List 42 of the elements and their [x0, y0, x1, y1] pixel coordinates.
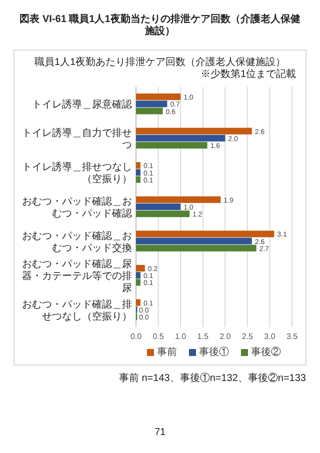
bar [136, 264, 145, 272]
bar [136, 203, 181, 210]
bar [136, 169, 140, 176]
bar [136, 176, 140, 183]
bar [136, 162, 140, 169]
y-tick-label: おむつ・パッド確認＿おむつ・パッド確認 [22, 196, 132, 220]
y-tick-label: おむつ・パッド確認＿尿器・カテーテル等での排尿 [22, 258, 132, 294]
bar [136, 142, 208, 149]
bar [136, 210, 190, 218]
bar [136, 238, 252, 244]
bar [136, 100, 168, 108]
bar [136, 196, 221, 203]
bar [136, 279, 140, 286]
bar [136, 108, 163, 114]
y-tick-label: トイレ誘導＿尿意確認 [32, 98, 132, 111]
chart-subtitle: 職員1人1夜勤あたり排泄ケア回数（介護老人保健施設） [34, 56, 286, 68]
legend-label: 事後② [251, 346, 281, 358]
text: 71 [154, 427, 166, 438]
x-tick-label: 0.5 [152, 332, 164, 341]
legend-label: 事後① [199, 346, 229, 358]
bar [136, 94, 181, 100]
y-tick-label: おむつ・パッド確認＿おむつ・パッド交換 [22, 230, 132, 254]
y-tick-label: トイレ誘導＿自力で排せつ [22, 126, 132, 151]
x-tick-label: 1.5 [197, 332, 209, 341]
bar [136, 128, 252, 134]
legend-label: 事前 [157, 346, 177, 358]
x-tick-label: 0.0 [130, 332, 142, 341]
text: 事前 n=143、事後①n=132、事後②n=133 [118, 372, 306, 384]
bar [136, 244, 256, 252]
chart-title: 図表 VI-61 職員1人1夜勤当たりの排泄ケア回数（介護老人保健施設） [20, 13, 300, 37]
x-tick-label: 3.5 [286, 332, 298, 341]
x-tick-label: 2.5 [242, 332, 254, 341]
bar [136, 230, 274, 238]
x-tick-label: 3.0 [264, 332, 276, 341]
x-tick-label: 1.0 [175, 332, 187, 341]
bar [136, 134, 226, 142]
bar [136, 272, 140, 279]
y-tick-label: おむつ・パッド確認＿排せつなし（空振り） [22, 298, 132, 322]
y-tick-label: トイレ誘導＿排せつなし（空振り） [22, 161, 132, 186]
x-tick-label: 2.0 [220, 332, 232, 341]
bar [136, 299, 140, 306]
text: ※少数第1位まで記載 [200, 68, 296, 80]
